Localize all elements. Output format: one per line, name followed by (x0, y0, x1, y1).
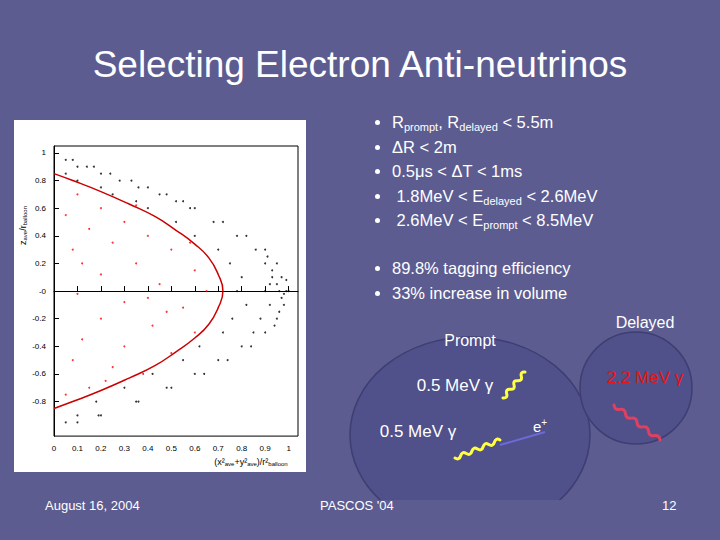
svg-text:1: 1 (42, 148, 47, 157)
svg-text:balloon: balloon (22, 206, 28, 225)
svg-text:ave: ave (224, 461, 235, 467)
svg-text:0.1: 0.1 (72, 444, 84, 453)
svg-text:0.5: 0.5 (166, 444, 178, 453)
svg-text:-0.6: -0.6 (32, 369, 46, 378)
svg-text:ave: ave (247, 461, 257, 467)
svg-text:0.9: 0.9 (260, 444, 272, 453)
html-text:Selecting Electron Anti-neutri: Selecting Electron Anti-neutrinos (92, 44, 628, 85)
svg-text:2.2 MeV γ: 2.2 MeV γ (607, 368, 684, 387)
svg-text:0.4: 0.4 (142, 444, 154, 453)
svg-text:0.6: 0.6 (189, 444, 201, 453)
svg-text:-0.2: -0.2 (32, 314, 46, 323)
html-text:1.8MeV < Edelayed< 2.6MeV: 1.8MeV < Edelayed< 2.6MeV (392, 186, 598, 207)
svg-text:-0.4: -0.4 (32, 342, 46, 351)
svg-text:0: 0 (52, 444, 57, 453)
svg-text:0.2: 0.2 (35, 259, 47, 268)
svg-text:)/r²: )/r² (257, 457, 269, 467)
svg-text:+y²: +y² (234, 457, 247, 467)
svg-text:(x²: (x² (214, 457, 225, 467)
svg-text:ave: ave (22, 230, 28, 240)
html-text:12: 12 (662, 498, 677, 513)
svg-text:0.5 MeV γ: 0.5 MeV γ (417, 376, 494, 395)
html-text:2.6MeV < Eprompt< 8.5MeV: 2.6MeV < Eprompt< 8.5MeV (392, 211, 594, 231)
svg-text:1: 1 (286, 444, 291, 453)
svg-text:Delayed: Delayed (616, 314, 675, 331)
svg-text:/r: /r (18, 225, 28, 231)
svg-text:0.8: 0.8 (236, 444, 248, 453)
svg-text:balloon: balloon (268, 461, 287, 467)
html-text:PASCOS '04: PASCOS '04 (320, 498, 394, 513)
svg-text:-0.8: -0.8 (32, 397, 46, 406)
html-text:33% increase in volume: 33% increase in volume (392, 283, 568, 302)
svg-text:-0: -0 (39, 287, 47, 296)
html-text:August 16, 2004: August 16, 2004 (45, 498, 140, 513)
svg-text:0.3: 0.3 (119, 444, 131, 453)
html-text:Rprompt, Rdelayed< 5.5m: Rprompt, Rdelayed< 5.5m (392, 113, 554, 133)
svg-text:0.4: 0.4 (35, 231, 47, 240)
svg-text:0.7: 0.7 (213, 444, 225, 453)
svg-text:0.2: 0.2 (95, 444, 107, 453)
svg-text:e+: e+ (533, 417, 547, 435)
svg-text:0.8: 0.8 (35, 176, 47, 185)
html-text:89.8% tagging efficiency: 89.8% tagging efficiency (392, 259, 571, 277)
svg-text:0.5 MeV γ: 0.5 MeV γ (380, 422, 457, 441)
svg-text:0.6: 0.6 (35, 204, 47, 213)
svg-text:z: z (18, 240, 28, 245)
svg-text:Prompt: Prompt (444, 332, 496, 349)
html-text:0.5μs < ΔT < 1ms: 0.5μs < ΔT < 1ms (392, 162, 523, 180)
html-text:ΔR < 2m: ΔR < 2m (392, 137, 457, 156)
